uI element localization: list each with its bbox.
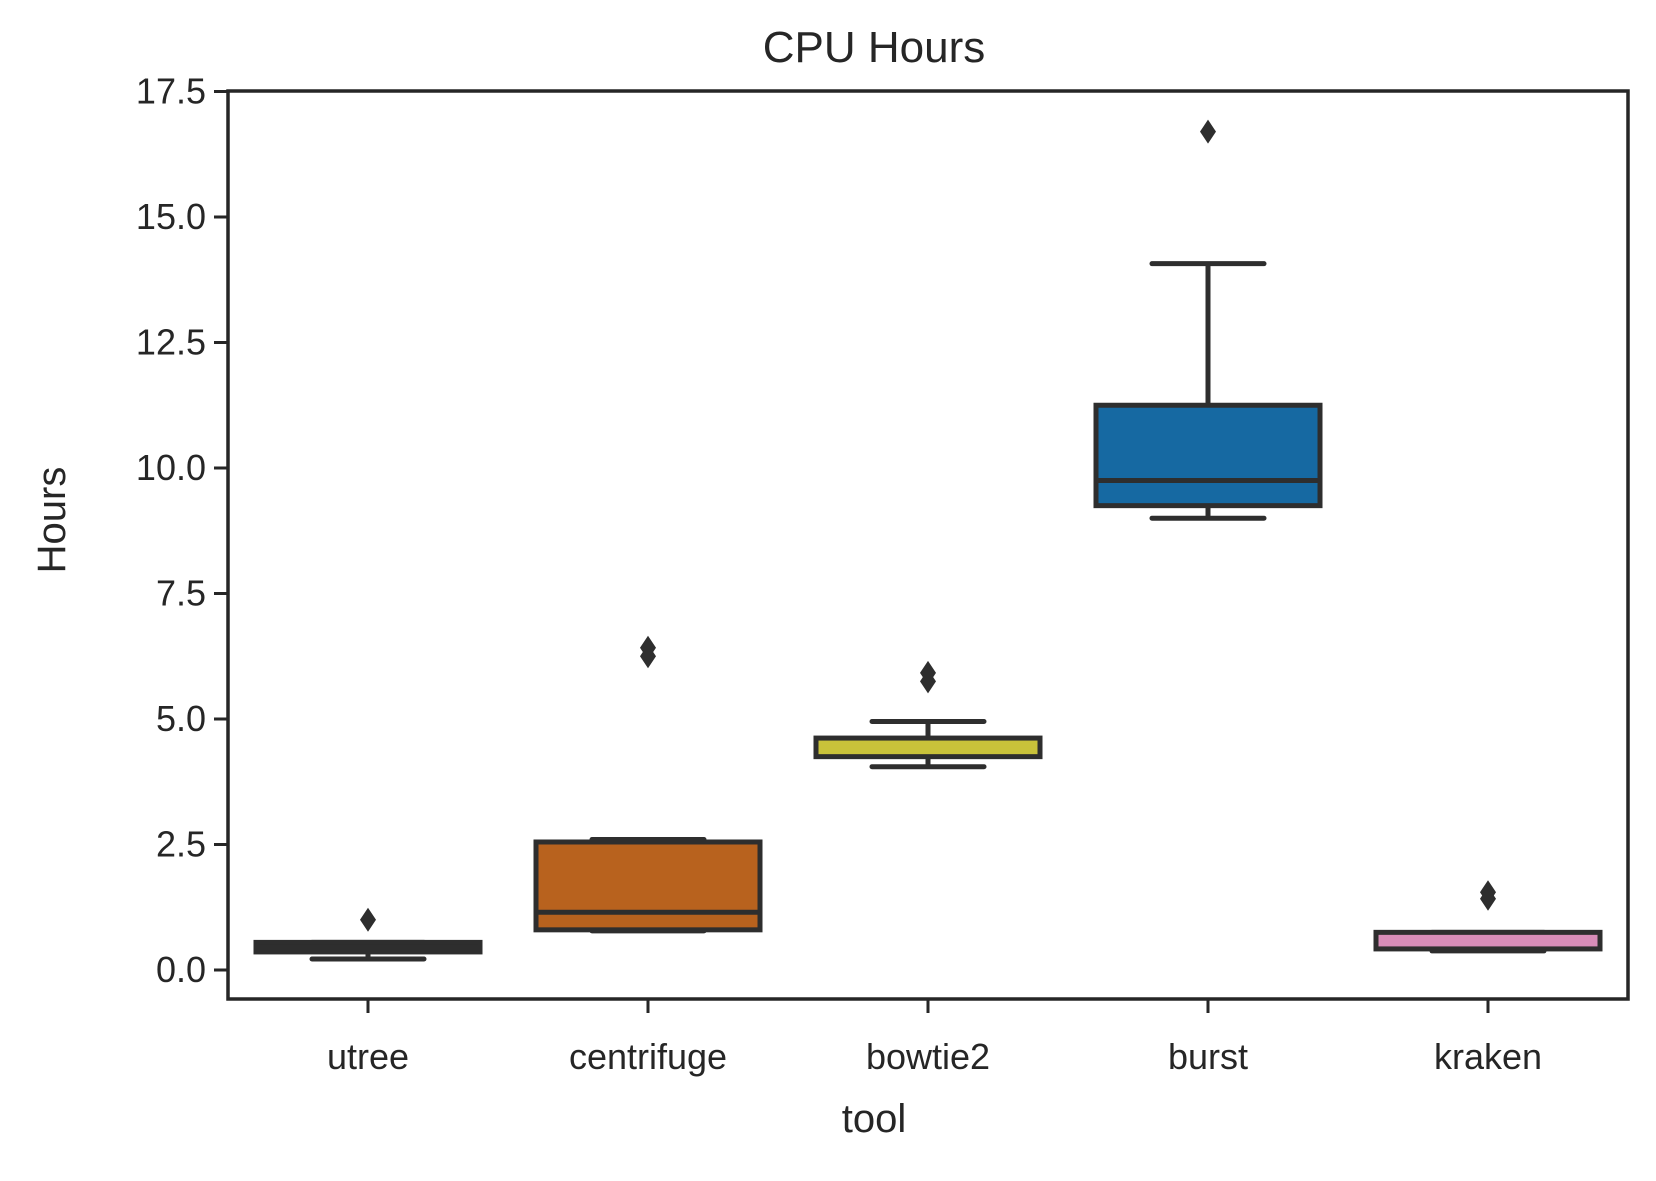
y-tick-label: 0.0 [156, 949, 206, 990]
axes: 0.0 2.5 5.0 7.5 10.0 12.5 15.0 17.5 utree centrif… [136, 71, 1542, 1078]
x-tick-label: centrifuge [569, 1036, 727, 1077]
x-tick-label: utree [327, 1036, 409, 1077]
outlier-point [1480, 880, 1496, 905]
y-tick-label: 5.0 [156, 698, 206, 739]
y-tick-label: 12.5 [136, 322, 206, 363]
x-axis-label: tool [842, 1097, 907, 1141]
chart-title: CPU Hours [763, 23, 986, 72]
box-utree [253, 907, 483, 962]
box-iqr [1093, 402, 1323, 509]
outlier-point [360, 907, 376, 932]
y-tick-label: 15.0 [136, 196, 206, 237]
box-iqr [813, 735, 1043, 760]
box-iqr [533, 839, 763, 933]
x-tick-label: bowtie2 [866, 1036, 990, 1077]
outlier-point [640, 635, 656, 660]
box-centrifuge [533, 635, 763, 934]
y-tick-label: 2.5 [156, 824, 206, 865]
box-bowtie2 [813, 660, 1043, 770]
x-tick-label: burst [1168, 1036, 1248, 1077]
box-burst [1093, 119, 1323, 521]
plot-area [253, 119, 1603, 962]
outlier-point [1200, 119, 1216, 144]
y-tick-label: 10.0 [136, 447, 206, 488]
x-tick-label: kraken [1434, 1036, 1542, 1077]
y-axis-label: Hours [30, 467, 74, 574]
box-kraken [1373, 880, 1603, 954]
y-tick-label: 7.5 [156, 573, 206, 614]
outlier-point [920, 660, 936, 685]
y-tick-label: 17.5 [136, 71, 206, 112]
